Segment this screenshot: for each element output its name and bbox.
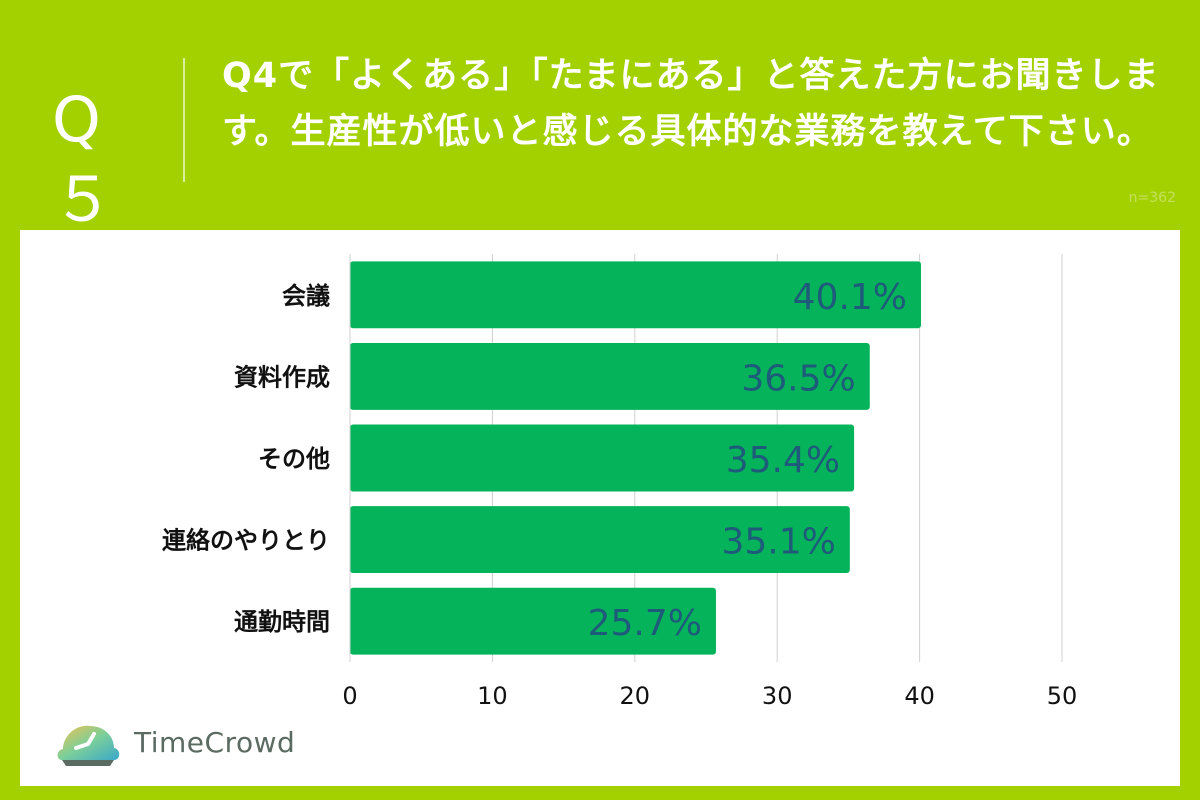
bar — [350, 506, 850, 574]
bar — [350, 424, 855, 492]
x-tick-label: 0 — [342, 682, 357, 710]
bar-chart: 0 10 20 30 40 50 会議 40.1% 資料作成 36.5% その他 35.4% 連絡のやり… — [162, 254, 1078, 710]
category-label: 通勤時間 — [234, 608, 330, 636]
category-label: 会議 — [282, 282, 330, 310]
bar — [350, 587, 716, 655]
value-label: 25.7% — [588, 603, 702, 644]
brand-name: TimeCrowd — [134, 725, 296, 759]
value-label: 35.1% — [721, 522, 835, 563]
bar — [350, 261, 922, 329]
brand-logo: TimeCrowd — [54, 712, 295, 772]
x-tick-label: 10 — [477, 682, 508, 710]
x-tick-label: 50 — [1047, 682, 1078, 710]
value-label: 35.4% — [726, 440, 840, 481]
category-label: 資料作成 — [234, 363, 330, 391]
x-tick-label: 40 — [904, 682, 935, 710]
header-divider — [183, 58, 185, 182]
value-label: 36.5% — [741, 358, 855, 399]
value-label: 40.1% — [793, 277, 907, 318]
question-number: Q５ — [52, 83, 125, 236]
x-tick-label: 20 — [620, 682, 651, 710]
x-tick-label: 30 — [762, 682, 793, 710]
bar — [350, 342, 870, 410]
category-label: 連絡のやりとり — [162, 527, 330, 555]
sample-size-label: n=362 — [1128, 190, 1176, 206]
chart-panel: 0 10 20 30 40 50 会議 40.1% 資料作成 36.5% その他 35.4% 連絡のやり… — [20, 230, 1180, 786]
clock-cloud-logo-icon — [57, 725, 120, 766]
question-text: Q4で「よくある」「たまにある」と答えた方にお聞きします。生産性が低いと感じる具… — [222, 56, 1160, 152]
category-label: その他 — [258, 445, 330, 473]
